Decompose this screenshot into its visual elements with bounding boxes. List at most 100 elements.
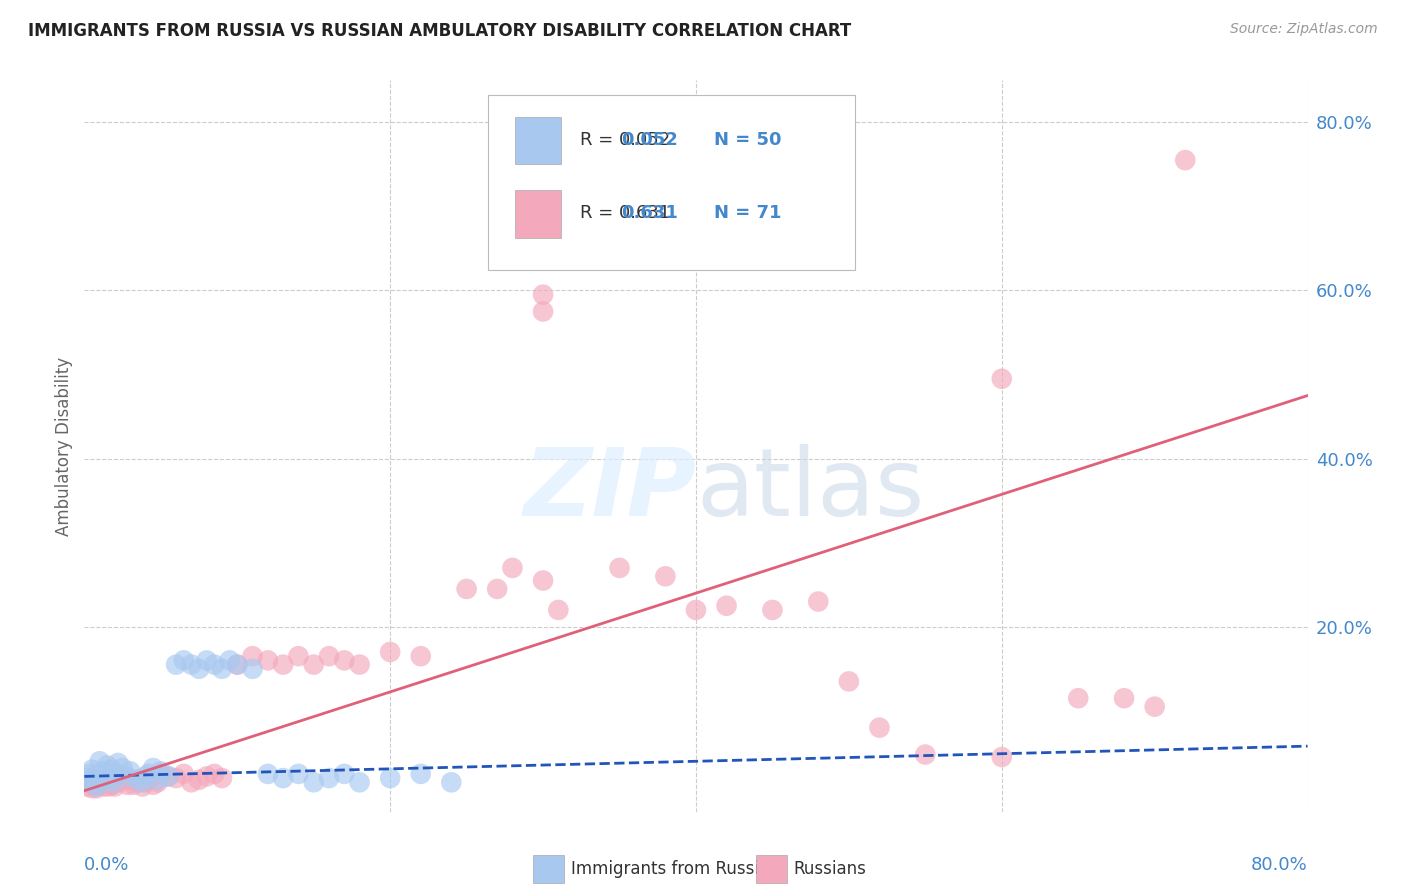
Point xyxy=(991,750,1014,764)
Point xyxy=(104,780,127,794)
FancyBboxPatch shape xyxy=(515,117,561,164)
Text: R = 0.631: R = 0.631 xyxy=(579,204,671,222)
Point xyxy=(93,780,115,794)
Point xyxy=(211,771,233,785)
Point xyxy=(991,372,1014,386)
FancyBboxPatch shape xyxy=(488,95,855,270)
Point xyxy=(195,769,218,783)
Point xyxy=(409,649,432,664)
Point xyxy=(761,603,783,617)
Point xyxy=(91,764,114,779)
Point xyxy=(1143,699,1166,714)
Point xyxy=(115,778,138,792)
Point xyxy=(409,767,432,781)
Point xyxy=(89,778,111,792)
Point xyxy=(93,769,115,783)
Text: Immigrants from Russia: Immigrants from Russia xyxy=(571,860,769,878)
Point xyxy=(242,662,264,676)
Point xyxy=(440,775,463,789)
Point xyxy=(131,780,153,794)
Point xyxy=(83,772,105,787)
Point xyxy=(173,767,195,781)
Point xyxy=(226,657,249,672)
Y-axis label: Ambulatory Disability: Ambulatory Disability xyxy=(55,357,73,535)
Point xyxy=(135,775,157,789)
Point xyxy=(96,771,118,785)
Point xyxy=(127,772,149,787)
Point xyxy=(685,603,707,617)
Point xyxy=(173,653,195,667)
Point xyxy=(120,764,142,779)
Point xyxy=(146,772,169,787)
Point xyxy=(226,657,249,672)
Point xyxy=(1114,691,1136,706)
Point xyxy=(380,645,402,659)
Point xyxy=(127,775,149,789)
Point xyxy=(531,574,554,588)
Point xyxy=(302,657,325,672)
Point xyxy=(609,561,631,575)
Point xyxy=(180,775,202,789)
Point xyxy=(107,775,129,789)
Point xyxy=(202,657,225,672)
Point xyxy=(149,767,172,781)
Point xyxy=(333,767,356,781)
Point xyxy=(87,775,110,789)
Point xyxy=(157,769,180,783)
Point xyxy=(302,775,325,789)
Point xyxy=(257,653,280,667)
Point xyxy=(94,772,117,787)
Text: N = 50: N = 50 xyxy=(714,131,782,149)
Point xyxy=(838,674,860,689)
Point xyxy=(287,767,309,781)
Point xyxy=(96,758,118,772)
Point xyxy=(120,772,142,787)
Point xyxy=(86,781,108,796)
Point xyxy=(142,778,165,792)
Point xyxy=(716,599,738,613)
Point xyxy=(456,582,478,596)
FancyBboxPatch shape xyxy=(515,190,561,237)
Point xyxy=(531,304,554,318)
Point xyxy=(80,781,103,796)
Point xyxy=(380,771,402,785)
Point xyxy=(271,657,294,672)
Point xyxy=(547,603,569,617)
Text: 0.0%: 0.0% xyxy=(84,855,129,873)
Point xyxy=(318,649,340,664)
Point xyxy=(142,761,165,775)
Point xyxy=(349,775,371,789)
Point xyxy=(188,662,211,676)
Point xyxy=(138,772,160,787)
Point xyxy=(97,767,120,781)
Point xyxy=(242,649,264,664)
Point xyxy=(195,653,218,667)
Point xyxy=(202,767,225,781)
Text: ZIP: ZIP xyxy=(523,444,696,536)
Point xyxy=(211,662,233,676)
Point xyxy=(869,721,891,735)
Point xyxy=(271,771,294,785)
Point xyxy=(111,772,134,787)
Point xyxy=(349,657,371,672)
Point xyxy=(807,594,830,608)
Point xyxy=(257,767,280,781)
Point xyxy=(486,582,509,596)
Text: 0.052: 0.052 xyxy=(621,131,678,149)
Point xyxy=(914,747,936,762)
Point xyxy=(131,775,153,789)
Point xyxy=(83,778,105,792)
Point xyxy=(149,764,172,779)
Point xyxy=(87,775,110,789)
Point xyxy=(111,761,134,775)
Point xyxy=(531,287,554,301)
Point xyxy=(165,771,187,785)
Point xyxy=(89,754,111,768)
Point xyxy=(76,780,98,794)
Text: R = 0.052: R = 0.052 xyxy=(579,131,671,149)
Point xyxy=(654,569,676,583)
Point xyxy=(333,653,356,667)
Text: 0.631: 0.631 xyxy=(621,204,678,222)
Point xyxy=(138,767,160,781)
Point xyxy=(146,775,169,789)
